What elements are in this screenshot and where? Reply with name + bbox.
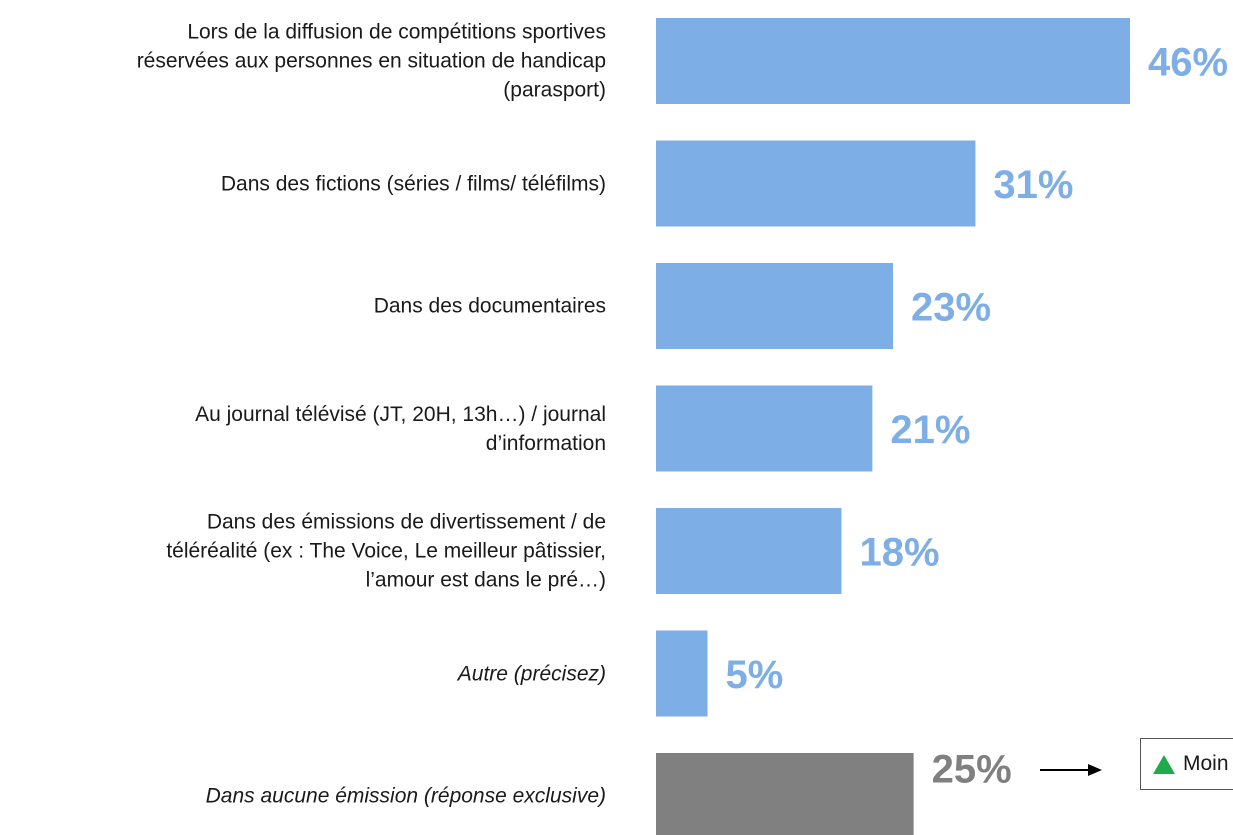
legend-icon bbox=[1153, 755, 1175, 774]
bar bbox=[656, 140, 976, 227]
value-label: 25% bbox=[932, 748, 1012, 792]
bar bbox=[656, 18, 1130, 104]
value-label: 46% bbox=[1148, 41, 1228, 85]
category-label: Dans des fictions (séries / films/ téléf… bbox=[220, 172, 606, 195]
bar bbox=[656, 630, 708, 717]
legend-box: Moin bbox=[1140, 738, 1233, 790]
bar bbox=[656, 753, 914, 835]
arrow-head bbox=[1088, 764, 1102, 776]
value-label: 23% bbox=[911, 286, 991, 330]
category-label: Autre (précisez) bbox=[457, 662, 606, 685]
value-label: 18% bbox=[859, 531, 939, 575]
value-label: 31% bbox=[993, 163, 1073, 207]
category-label: Au journal télévisé (JT, 20H, 13h…) / jo… bbox=[195, 402, 606, 455]
bar bbox=[656, 263, 893, 349]
category-label: Dans aucune émission (réponse exclusive) bbox=[205, 784, 606, 808]
category-label: Dans des documentaires bbox=[373, 294, 606, 318]
bar bbox=[656, 385, 873, 472]
value-label: 21% bbox=[890, 408, 970, 452]
category-label: Dans des émissions de divertissement / d… bbox=[166, 510, 606, 592]
legend-text: Moin bbox=[1183, 752, 1229, 775]
value-label: 5% bbox=[726, 653, 784, 697]
category-label: Lors de la diffusion de compétitions spo… bbox=[136, 20, 606, 102]
bar bbox=[656, 508, 842, 594]
